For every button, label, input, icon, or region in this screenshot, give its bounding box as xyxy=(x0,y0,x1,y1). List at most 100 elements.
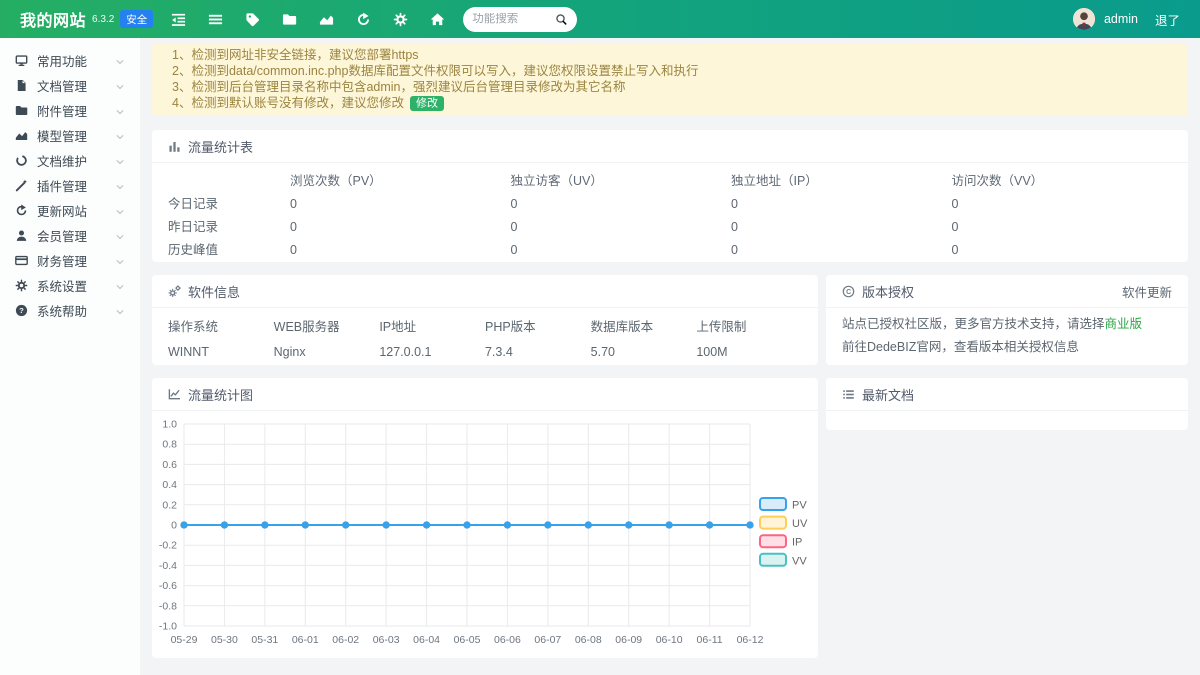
sidebar-item-finance-management[interactable]: 财务管理 xyxy=(0,248,140,273)
svg-text:PV: PV xyxy=(792,500,807,512)
main-content: 1、检测到网址非安全链接，建议您部署https 2、检测到data/common.… xyxy=(140,38,1200,675)
sidebar-item-model-management[interactable]: 模型管理 xyxy=(0,123,140,148)
cell-value: 0 xyxy=(290,197,297,211)
chevron-down-icon xyxy=(115,182,125,192)
version-label: 6.3.2 xyxy=(92,13,115,25)
traffic-chart: 1.0 0.8 0.6 0.4 0.2 0 -0.2 -0.4 -0.6 -0.8 -1.0 05-2… xyxy=(152,411,818,652)
field-label: WEB服务器 xyxy=(273,320,340,334)
header-toolbar xyxy=(171,12,445,27)
outdent-icon[interactable] xyxy=(171,12,186,27)
avatar-image xyxy=(1072,8,1095,30)
desktop-icon xyxy=(15,54,28,67)
sidebar-item-attachment-management[interactable]: 附件管理 xyxy=(0,98,140,123)
gear-icon xyxy=(15,279,28,292)
svg-text:UV: UV xyxy=(792,518,808,530)
bars-icon[interactable] xyxy=(208,12,223,27)
field-value: WINNT xyxy=(168,345,209,359)
chevron-down-icon xyxy=(115,257,125,267)
column-header: 独立访客（UV） xyxy=(510,174,603,188)
search-icon[interactable] xyxy=(555,13,568,26)
field-value: 100M xyxy=(696,345,728,359)
tag-icon[interactable] xyxy=(245,12,260,27)
card-title: 最新文档 xyxy=(862,387,915,403)
svg-text:1.0: 1.0 xyxy=(162,419,177,431)
user-area: admin 退了 xyxy=(1072,8,1180,30)
commercial-edition-link[interactable]: 商业版 xyxy=(1104,317,1143,331)
svg-text:VV: VV xyxy=(792,555,807,567)
sidebar-item-plugin-management[interactable]: 插件管理 xyxy=(0,173,140,198)
gear-icon xyxy=(393,12,408,27)
svg-text:06-02: 06-02 xyxy=(332,634,359,646)
chevron-down-icon xyxy=(115,57,125,67)
field-value: 7.3.4 xyxy=(484,345,513,359)
svg-text:06-03: 06-03 xyxy=(373,634,400,646)
sidebar-item-label: 会员管理 xyxy=(37,230,88,244)
file-icon xyxy=(15,79,28,92)
license-card: 版本授权 软件更新 站点已授权社区版，更多官方技术支持，请选择商业版 前往Ded… xyxy=(826,275,1188,365)
svg-text:-0.2: -0.2 xyxy=(159,540,177,552)
user-icon xyxy=(15,229,28,242)
chevron-down-icon xyxy=(115,106,125,116)
svg-text:-0.4: -0.4 xyxy=(159,560,177,572)
chevron-down-icon xyxy=(115,207,125,217)
table-corner xyxy=(168,169,290,193)
svg-text:06-10: 06-10 xyxy=(656,634,683,646)
sidebar-item-label: 文档管理 xyxy=(37,80,88,94)
svg-text:06-09: 06-09 xyxy=(615,634,642,646)
card-header: 流量统计表 xyxy=(152,130,1188,163)
folder-icon[interactable] xyxy=(282,12,297,27)
notice-item: 3、检测到后台管理目录名称中包含admin，强烈建议后台管理目录修改为其它名称 xyxy=(172,80,626,94)
home-icon[interactable] xyxy=(430,12,445,27)
logout-link[interactable]: 退了 xyxy=(1154,13,1180,28)
sidebar-item-document-maintenance[interactable]: 文档维护 xyxy=(0,148,140,173)
security-badge[interactable]: 安全 xyxy=(120,10,154,28)
sidebar-item-system-settings[interactable]: 系统设置 xyxy=(0,273,140,298)
chevron-down-icon xyxy=(115,181,125,191)
field-label: 上传限制 xyxy=(696,320,747,334)
svg-text:0: 0 xyxy=(171,520,177,532)
cell-value: 0 xyxy=(510,220,518,234)
svg-text:05-30: 05-30 xyxy=(211,634,238,646)
gear-icon xyxy=(15,279,28,292)
svg-text:06-04: 06-04 xyxy=(413,634,440,646)
chart-area-icon[interactable] xyxy=(319,12,334,27)
field-value: Nginx xyxy=(273,345,306,359)
svg-text:0.2: 0.2 xyxy=(162,499,177,511)
circle-notch-icon xyxy=(15,154,28,167)
sidebar-item-label: 更新网站 xyxy=(37,205,88,219)
svg-text:06-12: 06-12 xyxy=(737,634,764,646)
field-value: 127.0.0.1 xyxy=(379,345,432,359)
fix-button[interactable]: 修改 xyxy=(409,96,444,112)
avatar[interactable] xyxy=(1072,8,1095,30)
question-icon xyxy=(15,304,28,317)
cell-value: 0 xyxy=(731,243,738,257)
software-update-link[interactable]: 软件更新 xyxy=(1121,285,1172,300)
sidebar-item-member-management[interactable]: 会员管理 xyxy=(0,223,140,248)
license-text: 站点已授权社区版，更多官方技术支持，请选择 xyxy=(842,317,1105,331)
site-title: 我的网站 xyxy=(20,13,87,30)
svg-text:IP: IP xyxy=(792,537,802,549)
license-line-1: 站点已授权社区版，更多官方技术支持，请选择商业版 xyxy=(842,313,1172,336)
gear-icon[interactable] xyxy=(393,12,408,27)
sidebar-item-update-site[interactable]: 更新网站 xyxy=(0,198,140,223)
sidebar-item-label: 模型管理 xyxy=(37,130,88,144)
card-title: 流量统计表 xyxy=(188,139,254,155)
traffic-stats-card: 流量统计表 浏览次数（PV） 独立访客（UV） 独立地址（IP） 访问次数（VV） 今日… xyxy=(152,130,1188,262)
chevron-down-icon xyxy=(115,132,125,142)
sidebar-item-label: 系统帮助 xyxy=(37,305,88,319)
field-label: 数据库版本 xyxy=(590,320,654,334)
sidebar-item-system-help[interactable]: 系统帮助 xyxy=(0,298,140,323)
svg-text:06-11: 06-11 xyxy=(697,634,723,646)
sidebar-item-document-management[interactable]: 文档管理 xyxy=(0,73,140,98)
license-body: 站点已授权社区版，更多官方技术支持，请选择商业版 前往DedeBIZ官网，查看版… xyxy=(826,308,1188,364)
home-icon xyxy=(430,12,445,27)
notice-item: 4、检测到默认账号没有修改，建议您修改 修改 xyxy=(172,96,1168,112)
search-box[interactable] xyxy=(463,6,578,32)
cell-value: 0 xyxy=(951,220,959,234)
search-input[interactable] xyxy=(472,13,551,25)
username[interactable]: admin xyxy=(1103,12,1138,26)
desktop-icon xyxy=(15,54,28,67)
sidebar-item-common-features[interactable]: 常用功能 xyxy=(0,48,140,73)
redo-icon[interactable] xyxy=(356,12,371,27)
sidebar-item-label: 插件管理 xyxy=(37,180,88,194)
